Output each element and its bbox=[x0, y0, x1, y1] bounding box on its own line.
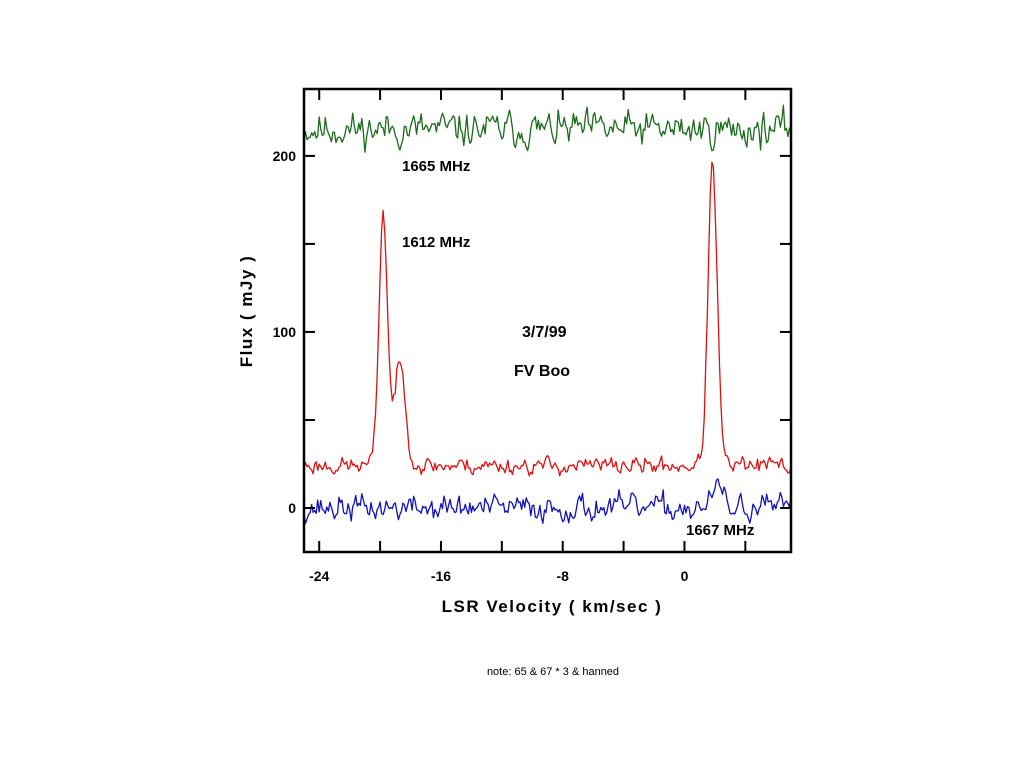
x-axis-title: LSR Velocity ( km/sec ) bbox=[442, 597, 663, 616]
label-1612-mhz: 1612 MHz bbox=[402, 234, 470, 251]
series-line-1612-mhz bbox=[303, 161, 792, 477]
x-tick-label: -8 bbox=[556, 568, 569, 584]
series-line-1667-mhz bbox=[303, 478, 792, 525]
y-axis-title: Flux ( mJy ) bbox=[237, 255, 256, 367]
series-line-1665-mhz bbox=[303, 104, 792, 153]
x-tick-label: 0 bbox=[681, 568, 689, 584]
label-1667-mhz: 1667 MHz bbox=[686, 522, 754, 539]
y-tick-label: 100 bbox=[273, 324, 297, 340]
label-1665-mhz: 1665 MHz bbox=[402, 158, 470, 175]
source-annotation: FV Boo bbox=[514, 363, 570, 380]
date-annotation: 3/7/99 bbox=[522, 324, 567, 341]
y-tick-label: 0 bbox=[288, 500, 296, 516]
y-tick-label: 200 bbox=[273, 148, 297, 164]
x-tick-label: -16 bbox=[431, 568, 451, 584]
plot-frame bbox=[302, 87, 793, 554]
series-layer bbox=[303, 104, 792, 525]
x-tick-label: -24 bbox=[309, 568, 329, 584]
footnote: note: 65 & 67 * 3 & hanned bbox=[487, 666, 619, 678]
ticks-layer: 0 100 200 -24 -16 -8 0 bbox=[273, 89, 791, 584]
